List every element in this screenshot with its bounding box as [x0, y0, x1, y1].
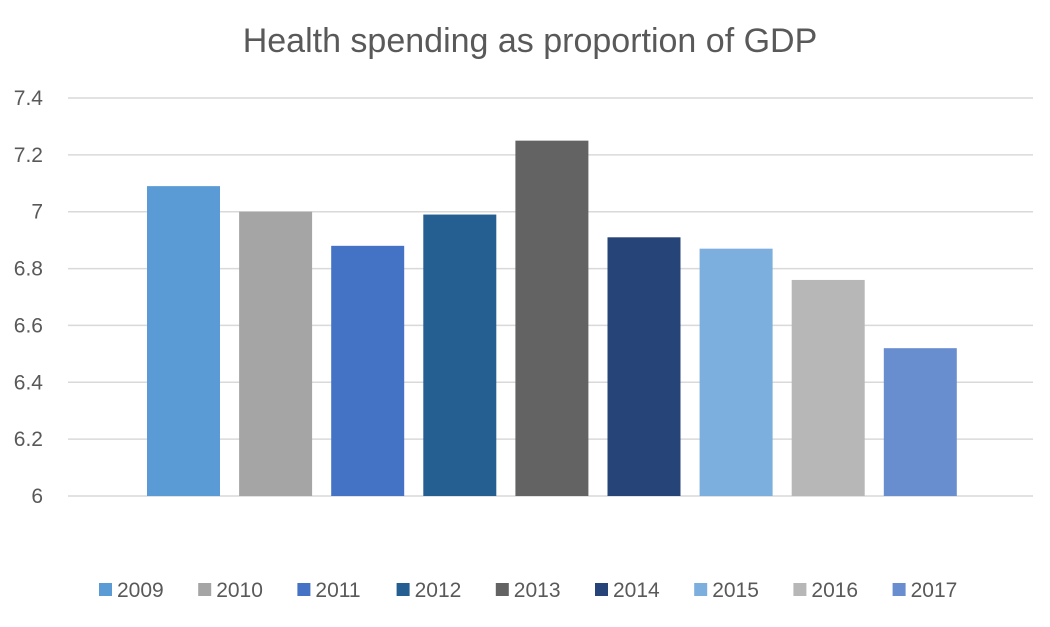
legend-label-2011: 2011 — [315, 579, 360, 602]
legend-label-2016: 2016 — [811, 579, 858, 602]
legend-label-2015: 2015 — [712, 579, 759, 602]
legend-label-2017: 2017 — [911, 579, 958, 602]
chart-title: Health spending as proportion of GDP — [243, 22, 818, 60]
y-tick-label: 6.6 — [14, 314, 43, 337]
y-tick-label: 7 — [31, 201, 43, 224]
bar-2014 — [607, 237, 681, 497]
legend-swatch-2015 — [694, 583, 708, 596]
bar-2013 — [515, 140, 589, 496]
legend: 2009 2010 2011 2012 2013 2014 2015 2016 2017 — [99, 579, 957, 602]
legend-swatch-2014 — [595, 583, 608, 596]
bar-2017 — [883, 348, 957, 496]
legend-swatch-2012 — [396, 583, 410, 596]
y-tick-label: 6.4 — [14, 371, 44, 394]
bar-2012 — [423, 214, 497, 497]
y-tick-label: 6 — [31, 485, 43, 508]
bar-2010 — [239, 211, 313, 496]
bar-2011 — [331, 245, 405, 496]
y-tick-label: 6.2 — [14, 428, 43, 451]
legend-swatch-2016 — [793, 583, 807, 596]
bar-2016 — [791, 279, 865, 496]
legend-label-2012: 2012 — [415, 579, 462, 602]
legend-label-2010: 2010 — [216, 579, 263, 602]
legend-swatch-2013 — [495, 583, 509, 596]
bars — [147, 140, 957, 497]
legend-swatch-2010 — [198, 583, 212, 596]
legend-label-2009: 2009 — [117, 579, 164, 602]
legend-label-2013: 2013 — [514, 579, 561, 602]
legend-label-2014: 2014 — [613, 579, 660, 602]
bar-2009 — [147, 186, 220, 496]
legend-swatch-2017 — [892, 583, 906, 596]
legend-swatch-2009 — [99, 583, 112, 596]
y-tick-label: 7.4 — [14, 87, 44, 110]
legend-swatch-2011 — [297, 583, 311, 596]
bar-2015 — [699, 248, 773, 496]
y-axis-tick-labels: 6 6.2 6.4 6.6 6.8 7 7.2 7.4 — [14, 87, 44, 508]
y-tick-label: 6.8 — [14, 258, 43, 281]
y-tick-label: 7.2 — [14, 144, 43, 167]
